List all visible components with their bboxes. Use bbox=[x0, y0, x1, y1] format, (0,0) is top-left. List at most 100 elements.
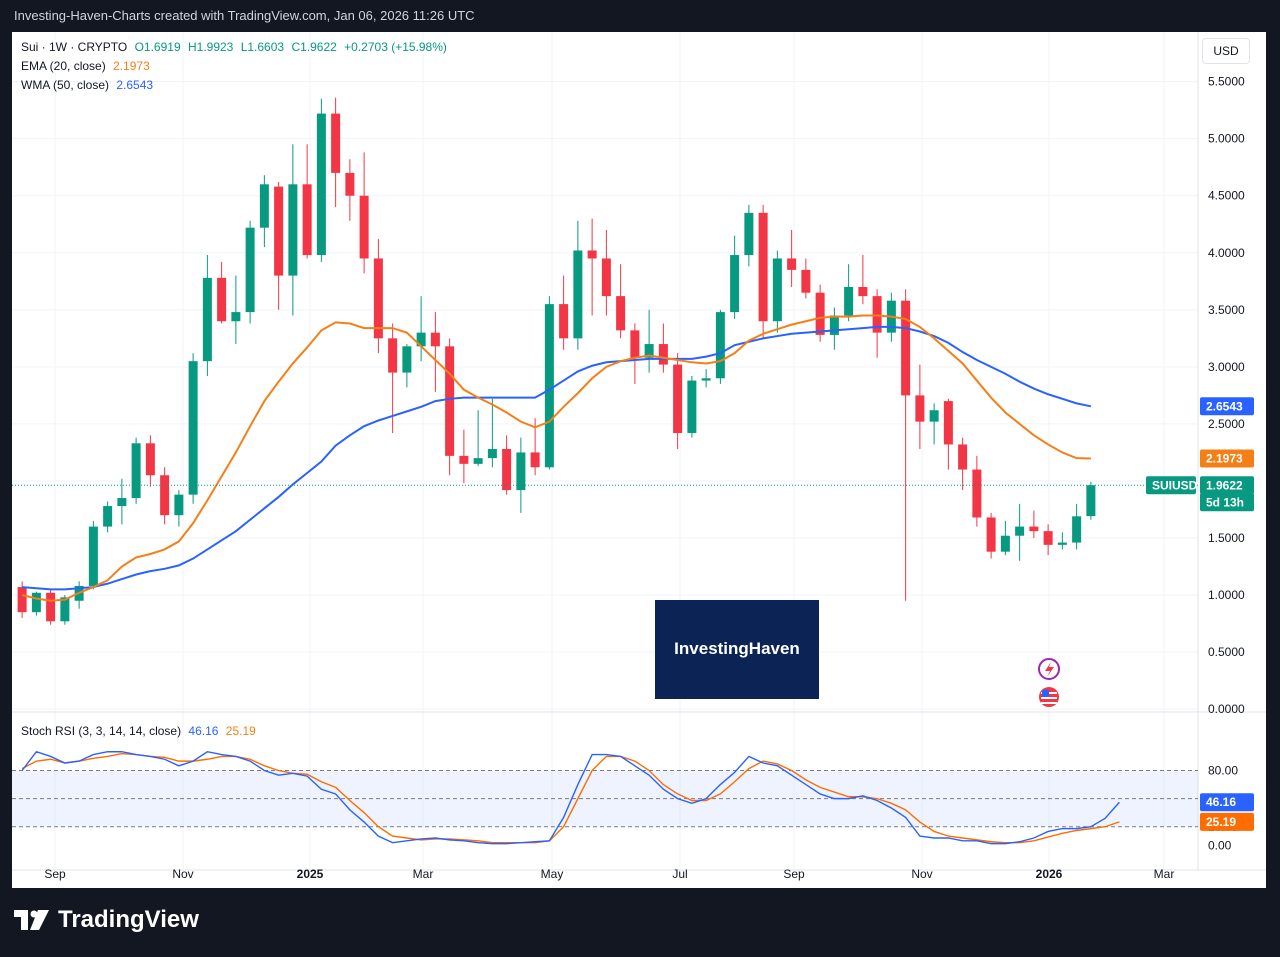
symbol-badge-text: SUIUSD bbox=[1152, 478, 1198, 492]
candle-body bbox=[1072, 516, 1082, 543]
last-price-badge-text: 1.9622 bbox=[1206, 478, 1243, 492]
candle-body bbox=[787, 258, 797, 270]
candle-body bbox=[160, 475, 170, 516]
candle-body bbox=[103, 506, 113, 527]
chart-attribution: Investing-Haven-Charts created with Trad… bbox=[14, 8, 475, 23]
candle-body bbox=[274, 186, 284, 276]
investinghaven-watermark: InvestingHaven bbox=[655, 600, 819, 699]
stoch-d-value: 25.19 bbox=[225, 724, 256, 738]
price-tick-label: 5.0000 bbox=[1208, 132, 1245, 146]
price-tick-label: 1.5000 bbox=[1208, 531, 1245, 545]
price-tick-label: 3.0000 bbox=[1208, 360, 1245, 374]
candle-body bbox=[60, 597, 70, 622]
wma-price-badge-text: 2.6543 bbox=[1206, 399, 1243, 413]
ema-legend: EMA (20, close) 2.1973 bbox=[21, 59, 154, 73]
candle-body bbox=[1043, 531, 1053, 545]
price-tick-label: 2.5000 bbox=[1208, 417, 1245, 431]
candle-body bbox=[1015, 526, 1025, 536]
stoch-legend: Stoch RSI (3, 3, 14, 14, close) 46.16 25… bbox=[21, 724, 260, 738]
stoch-k-badge-bg bbox=[1200, 793, 1254, 812]
candle-body bbox=[801, 269, 811, 293]
tradingview-logo-icon bbox=[14, 910, 49, 930]
tradingview-brand: TradingView bbox=[58, 906, 199, 933]
candle-body bbox=[259, 184, 269, 228]
tradingview-footer[interactable]: TradingView bbox=[14, 906, 199, 934]
ohlc-change: +0.2703 (+15.98%) bbox=[344, 40, 447, 54]
candle-body bbox=[145, 443, 155, 476]
candle-body bbox=[502, 449, 512, 491]
candle-body bbox=[616, 296, 626, 331]
time-tick-label: Sep bbox=[44, 867, 66, 881]
candle-body bbox=[715, 312, 725, 379]
ohlc-open: O1.6919 bbox=[134, 40, 181, 54]
candle-body bbox=[88, 526, 98, 586]
ema-price-badge: 2.1973 bbox=[1200, 449, 1254, 468]
time-tick-label: Mar bbox=[413, 867, 434, 881]
stoch-k-line bbox=[21, 750, 1120, 845]
candle-body bbox=[174, 494, 184, 516]
chart-panel[interactable]: 0.00000.50001.00001.50002.00002.50003.00… bbox=[12, 32, 1266, 888]
candle-body bbox=[815, 292, 825, 335]
candle-body bbox=[231, 312, 241, 322]
last-price-badge: 1.9622 bbox=[1200, 476, 1254, 495]
candle-body bbox=[559, 304, 569, 339]
candle-body bbox=[958, 444, 968, 470]
candle-body bbox=[644, 344, 654, 358]
candle-body bbox=[673, 364, 683, 434]
candle-body bbox=[730, 255, 740, 313]
countdown-badge: 5d 13h bbox=[1200, 493, 1254, 512]
candle-body bbox=[388, 338, 398, 373]
ema-label: EMA (20, close) bbox=[21, 59, 106, 73]
countdown-badge-bg bbox=[1200, 493, 1254, 512]
us-flag-icon-canton bbox=[1042, 690, 1049, 697]
candle-body bbox=[744, 212, 754, 256]
candle-body bbox=[872, 296, 882, 333]
ema-price-badge-text: 2.1973 bbox=[1206, 451, 1243, 465]
ema-value: 2.1973 bbox=[113, 59, 150, 73]
price-tick-label: 3.5000 bbox=[1208, 303, 1245, 317]
candle-body bbox=[844, 287, 854, 316]
currency-button[interactable]: USD bbox=[1202, 38, 1250, 64]
time-tick-label: Sep bbox=[783, 867, 805, 881]
candle-body bbox=[986, 517, 996, 552]
price-chart[interactable]: 0.00000.50001.00001.50002.00002.50003.00… bbox=[12, 32, 1266, 888]
candle-body bbox=[459, 455, 469, 464]
price-tick-label: 4.0000 bbox=[1208, 246, 1245, 260]
us-flag-icon-stripe bbox=[1041, 702, 1057, 704]
time-tick-label: Mar bbox=[1154, 867, 1175, 881]
candle-body bbox=[117, 498, 127, 507]
candle-body bbox=[658, 344, 668, 365]
candle-body bbox=[473, 458, 483, 464]
candle-body bbox=[31, 592, 41, 613]
time-tick-label: 2026 bbox=[1036, 867, 1063, 881]
candle-body bbox=[373, 258, 383, 339]
stoch-k-badge: 46.16 bbox=[1200, 793, 1254, 812]
candle-body bbox=[772, 258, 782, 322]
candle-body bbox=[943, 401, 953, 445]
candle-body bbox=[1000, 535, 1010, 552]
stoch-d-line bbox=[21, 752, 1120, 844]
time-tick-label: Nov bbox=[172, 867, 193, 881]
candle-body bbox=[46, 592, 56, 622]
candle-body bbox=[630, 330, 640, 358]
ema-price-badge-bg bbox=[1200, 449, 1254, 468]
wma-label: WMA (50, close) bbox=[21, 78, 110, 92]
candle-body bbox=[544, 304, 554, 468]
price-tick-label: 0.5000 bbox=[1208, 645, 1245, 659]
candle-body bbox=[345, 172, 355, 196]
wma-line bbox=[22, 325, 1092, 591]
candle-body bbox=[430, 332, 440, 347]
stoch-d-badge: 25.19 bbox=[1200, 812, 1254, 831]
stoch-k-value: 46.16 bbox=[188, 724, 219, 738]
candle-body bbox=[217, 277, 227, 322]
candle-body bbox=[701, 378, 711, 381]
candle-body bbox=[487, 449, 497, 459]
candle-body bbox=[1057, 542, 1067, 545]
time-tick-label: Nov bbox=[911, 867, 932, 881]
symbol-badge-bg bbox=[1146, 476, 1196, 495]
stoch-tick-label: 0.00 bbox=[1208, 839, 1232, 853]
lightning-icon-ring bbox=[1038, 658, 1060, 680]
watermark-text: InvestingHaven bbox=[674, 639, 800, 658]
symbol-title: Sui · 1W · CRYPTO bbox=[21, 40, 128, 54]
candle-body bbox=[331, 113, 341, 173]
